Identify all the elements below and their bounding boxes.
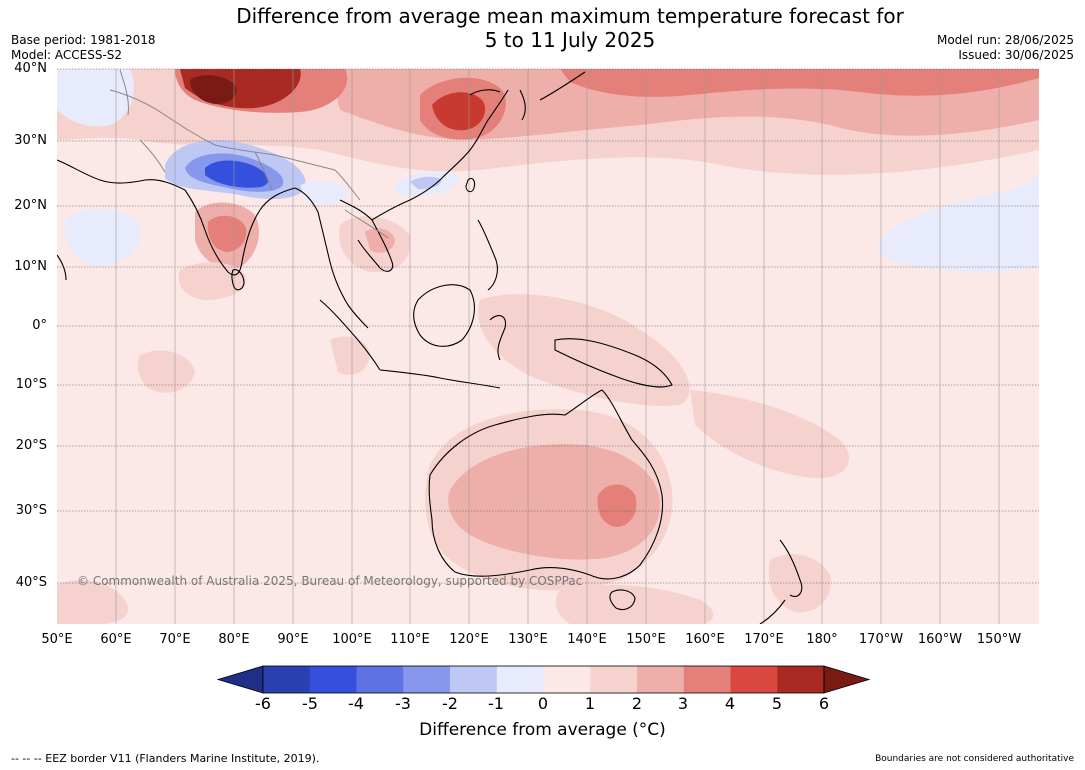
anomaly-pacific-warm (690, 390, 850, 479)
colorbar-extend-high (823, 665, 871, 694)
colorbar-swatch (263, 666, 311, 693)
lat-label-30s: 30°S (15, 503, 47, 518)
lon-label-60e: 60°E (100, 632, 132, 647)
lon-label-80e: 80°E (218, 632, 250, 647)
colorbar-swatch (356, 666, 404, 693)
meta-right: Model run: 28/06/2025 Issued: 30/06/2025 (937, 33, 1074, 63)
lat-label-10s: 10°S (15, 377, 47, 392)
lon-label-160w: 160°W (917, 632, 963, 647)
colorbar-extend-low (216, 665, 264, 694)
lon-label-160e: 160°E (685, 632, 725, 647)
anomaly-indian-ocean-warm (137, 350, 195, 393)
colorbar-tick: 4 (724, 694, 736, 713)
anomaly-indian-ocean-warm-2 (330, 336, 370, 376)
colorbar-tick: 2 (631, 694, 643, 713)
colorbar-swatch (543, 666, 591, 693)
anomaly-nz-light (768, 554, 831, 613)
anomaly-bay-cool (300, 180, 350, 205)
model-run: Model run: 28/06/2025 (936, 33, 1074, 47)
anomaly-china-cool-core (410, 176, 442, 190)
lat-label-0: 0° (32, 318, 47, 333)
anomaly-tibet-peak (190, 75, 237, 105)
colorbar-tick: -6 (255, 694, 271, 713)
lon-label-70e: 70°E (159, 632, 191, 647)
colorbar (216, 665, 871, 694)
lon-label-150w: 150°W (976, 632, 1022, 647)
lon-label-110e: 110°E (390, 632, 430, 647)
anomaly-sea-warm-2 (365, 228, 395, 253)
colorbar-swatch (450, 666, 498, 693)
lat-label-10n: 10°N (14, 259, 47, 274)
lat-label-40n: 40°N (14, 61, 47, 76)
lat-label-30n: 30°N (14, 133, 47, 148)
colorbar-outline (262, 665, 825, 694)
anomaly-australia-mid (448, 444, 661, 560)
lon-grid (115, 69, 1000, 624)
colorbar-swatch (590, 666, 638, 693)
colorbar-swatch (683, 666, 731, 693)
issued-date: Issued: 30/06/2025 (958, 48, 1074, 62)
coastlines (57, 71, 803, 624)
lat-label-40s: 40°S (15, 575, 47, 590)
colorbar-tick: -3 (395, 694, 411, 713)
anomaly-north-india-cool-core (205, 160, 269, 188)
lon-label-90e: 90°E (277, 632, 309, 647)
lon-label-170e: 170°E (744, 632, 784, 647)
map-title: Difference from average mean maximum tem… (0, 4, 1085, 52)
colorbar-tick: -2 (442, 694, 458, 713)
lon-label-120e: 120°E (449, 632, 489, 647)
country-borders (109, 69, 389, 239)
colorbar-swatch (730, 666, 778, 693)
lon-label-100e: 100°E (332, 632, 372, 647)
lat-label-20s: 20°S (15, 438, 47, 453)
base-period: Base period: 1981-2018 (11, 33, 156, 47)
model-name: Model: ACCESS-S2 (11, 48, 123, 62)
anomaly-china-core (432, 92, 486, 131)
colorbar-tick: 1 (584, 694, 596, 713)
title-line-2: 5 to 11 July 2025 (484, 28, 656, 52)
lon-label-150e: 150°E (626, 632, 666, 647)
anomaly-australia-core (597, 484, 637, 527)
anomaly-north-strong (560, 69, 1039, 97)
colorbar-tick: 3 (677, 694, 689, 713)
anomaly-india-warm-core (207, 215, 247, 252)
anomaly-maritime-warm (478, 294, 690, 406)
colorbar-swatch (403, 666, 451, 693)
lon-label-50e: 50°E (41, 632, 73, 647)
colorbar-tick: -5 (302, 694, 318, 713)
anomaly-south-light-2 (555, 584, 714, 624)
colorbar-swatch (309, 666, 357, 693)
lat-label-20n: 20°N (14, 198, 47, 213)
lon-label-180: 180° (806, 632, 838, 647)
lon-label-140e: 140°E (567, 632, 607, 647)
colorbar-swatch (777, 666, 825, 693)
colorbar-tick: 0 (537, 694, 549, 713)
colorbar-tick: 6 (818, 694, 830, 713)
copyright-notice: © Commonwealth of Australia 2025, Bureau… (77, 574, 583, 588)
colorbar-label: Difference from average (°C) (419, 720, 666, 740)
anomaly-fields (57, 69, 1039, 624)
anomaly-tibet-cool (57, 69, 134, 127)
colorbar-tick: 5 (771, 694, 783, 713)
colorbar-tick: -1 (488, 694, 504, 713)
anomaly-arabian-cool (64, 208, 142, 267)
anomaly-india-south (178, 262, 246, 300)
lon-label-130e: 130°E (508, 632, 548, 647)
colorbar-tick: -4 (348, 694, 364, 713)
colorbar-swatch (496, 666, 544, 693)
boundaries-disclaimer: Boundaries are not considered authoritat… (875, 754, 1074, 764)
eez-legend: -- -- -- EEZ border V11 (Flanders Marine… (11, 752, 320, 765)
colorbar-swatch (637, 666, 685, 693)
lon-label-170w: 170°W (858, 632, 904, 647)
anomaly-south-light (57, 580, 129, 624)
meta-left: Base period: 1981-2018 Model: ACCESS-S2 (11, 33, 156, 63)
title-line-1: Difference from average mean maximum tem… (236, 4, 904, 28)
